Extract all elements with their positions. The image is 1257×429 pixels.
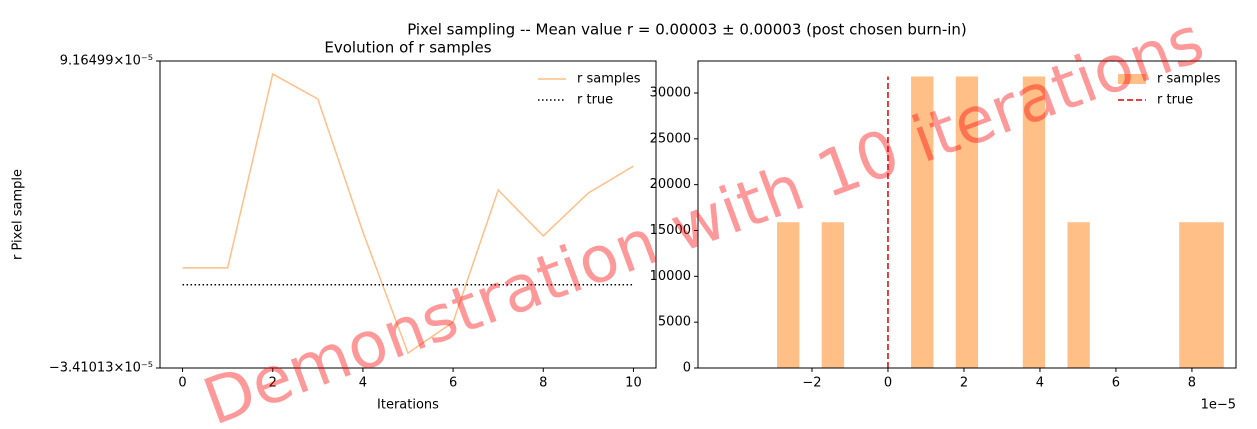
x-tick-label: 0 [178, 376, 186, 391]
hist-bar [1067, 222, 1090, 368]
axes-frame [159, 60, 657, 369]
x-tick-label: 6 [1112, 376, 1120, 391]
x-tick-label: 6 [449, 376, 457, 391]
plot-area [777, 76, 1224, 368]
legend-swatch [1118, 74, 1146, 84]
legend-label: r true [577, 93, 613, 108]
legend-label: r true [1157, 93, 1193, 108]
y-tick-label: 15000 [650, 223, 691, 238]
y-axis-label: r Pixel sample [11, 169, 26, 260]
x-axis-label: Iterations [377, 398, 439, 413]
x-offset-label: 1e−5 [1201, 398, 1236, 413]
x-tick-label: 10 [625, 376, 642, 391]
axes-frame [697, 60, 1237, 369]
y-tick-label: 10000 [650, 269, 691, 284]
y-tick-label: 30000 [650, 85, 691, 100]
watermark: Demonstration with 10 iterations [194, 3, 1213, 429]
legend-label: r samples [1157, 72, 1221, 87]
y-tick-label: 5000 [658, 315, 691, 330]
x-tick-label: 2 [960, 376, 968, 391]
hist-bar [1022, 76, 1046, 368]
hist-bar [777, 222, 800, 368]
y-tick-label: 20000 [650, 177, 691, 192]
y-tick-label: 25000 [650, 131, 691, 146]
hist-bar [1201, 222, 1224, 368]
y-tick-label: −3.41013×10⁻⁵ [49, 361, 153, 376]
hist-bar [955, 76, 979, 368]
x-tick-label: 0 [884, 376, 892, 391]
axes-title: Evolution of r samples [324, 39, 491, 57]
x-tick-label: 8 [539, 376, 547, 391]
hist-bar [911, 76, 934, 368]
x-tick-label: 2 [269, 376, 277, 391]
x-tick-label: 8 [1188, 376, 1196, 391]
figure-title: Pixel sampling -- Mean value r = 0.00003… [407, 21, 967, 39]
hist-bar [1179, 222, 1202, 368]
legend-label: r samples [577, 72, 641, 87]
x-tick-label: 4 [1036, 376, 1044, 391]
hist-bar [821, 222, 845, 368]
x-tick-label: −2 [802, 376, 821, 391]
series-line [182, 72, 634, 355]
y-tick-label: 9.16499×10⁻⁵ [60, 54, 153, 69]
y-tick-label: 0 [683, 361, 691, 376]
x-tick-label: 4 [359, 376, 367, 391]
plot-area [182, 72, 634, 355]
